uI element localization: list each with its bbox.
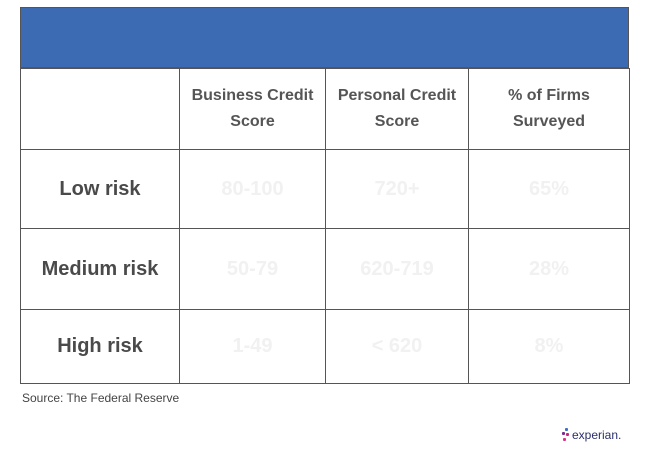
logo-text: experian. [572,428,622,442]
cell: 720+ [325,149,469,229]
row-label: Medium risk [20,228,180,310]
header-cell [20,68,180,150]
logo-dots-icon [562,428,570,442]
header-row: Business Credit Score Personal Credit Sc… [20,68,630,150]
row-label: High risk [20,309,180,384]
cell: 80-100 [179,149,326,229]
cell: 1-49 [179,309,326,384]
header-cell: % of Firms Surveyed [468,68,630,150]
table-row: Medium risk 50-79 620-719 28% [20,228,630,310]
table-row: High risk 1-49 < 620 8% [20,309,630,384]
credit-score-table-container: Business Credit Score Personal Credit Sc… [20,7,630,384]
credit-score-table: Business Credit Score Personal Credit Sc… [20,68,630,384]
cell: 28% [468,228,630,310]
cell: 65% [468,149,630,229]
table-row: Low risk 80-100 720+ 65% [20,149,630,229]
header-cell: Business Credit Score [179,68,326,150]
header-cell: Personal Credit Score [325,68,469,150]
source-note: Source: The Federal Reserve [22,391,180,405]
cell: < 620 [325,309,469,384]
cell: 8% [468,309,630,384]
row-label: Low risk [20,149,180,229]
cell: 50-79 [179,228,326,310]
cell: 620-719 [325,228,469,310]
header-banner [20,7,629,68]
experian-logo: experian. [562,428,621,442]
